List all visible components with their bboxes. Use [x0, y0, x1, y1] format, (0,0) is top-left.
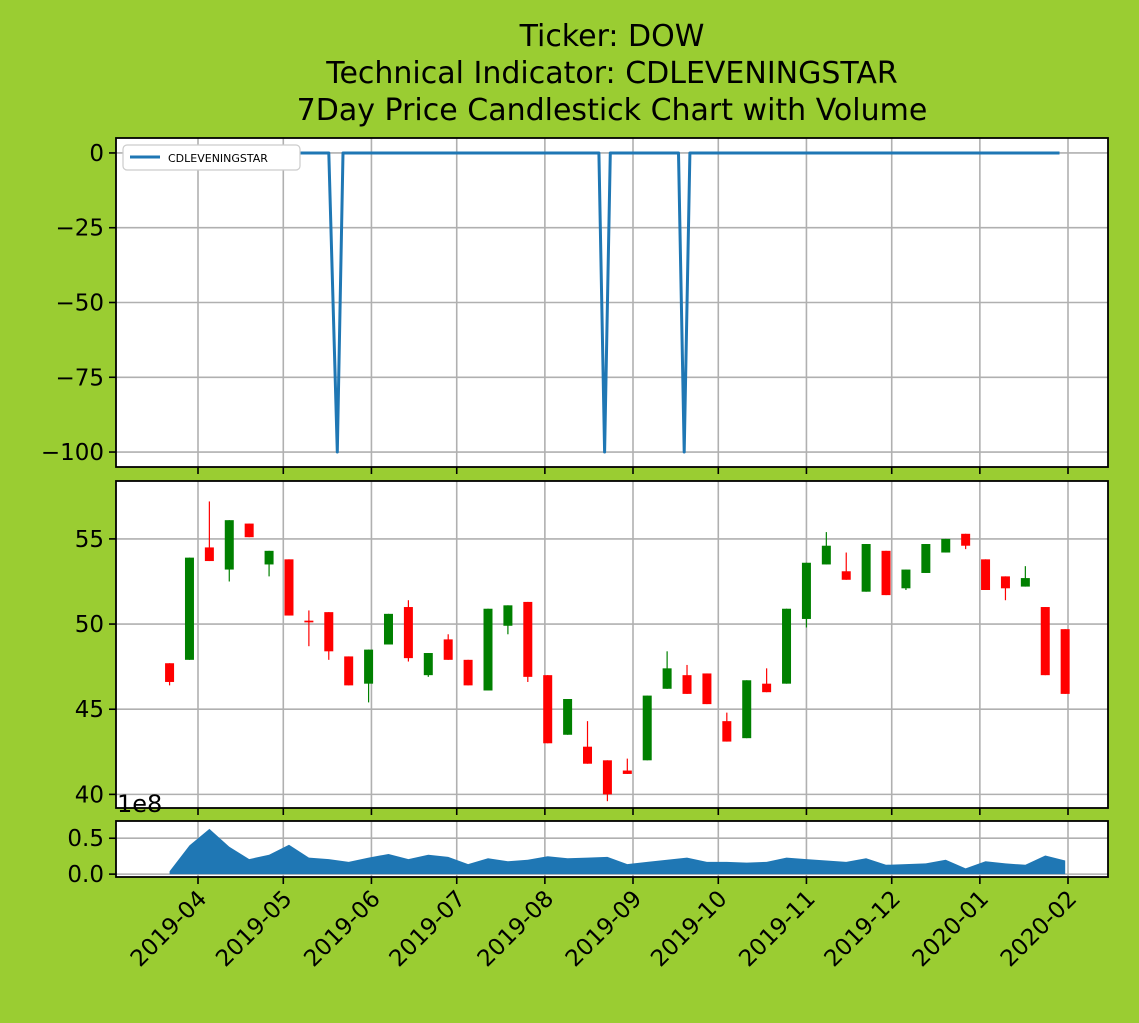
candle-body	[463, 659, 473, 686]
y-tick-label: 50	[75, 612, 104, 638]
candle-body	[981, 559, 991, 590]
plot-border	[115, 137, 1109, 468]
y-tick-label: 55	[75, 527, 104, 553]
candle-body	[483, 608, 493, 691]
candle-body	[244, 523, 254, 538]
plot-area	[116, 481, 1108, 808]
candle-body	[821, 545, 831, 565]
y-tick-label: −50	[55, 291, 104, 317]
plot-border	[115, 820, 1109, 878]
candle-body	[782, 608, 792, 684]
candle-body	[543, 675, 553, 744]
candle-body	[224, 520, 234, 570]
legend-box	[122, 144, 301, 171]
candle-body	[403, 607, 413, 659]
legend-label: CDLEVENINGSTAR	[168, 152, 268, 165]
candle-body	[921, 544, 931, 573]
candle-body	[662, 668, 672, 689]
volume-panel: 0.00.5	[67, 820, 1109, 888]
candle-body	[563, 699, 573, 735]
candle-body	[702, 673, 712, 705]
title-line-1: Ticker: DOW	[519, 19, 705, 54]
candle-body	[344, 656, 354, 686]
y-tick-label: 0.0	[67, 862, 104, 888]
candle-body	[503, 605, 513, 626]
title-line-2: Technical Indicator: CDLEVENINGSTAR	[325, 56, 898, 91]
y-tick-label: 0.5	[67, 826, 104, 852]
candle-body	[941, 538, 951, 553]
candle-body	[383, 613, 393, 645]
y-tick-label: −75	[55, 365, 104, 391]
candle-body	[602, 760, 612, 795]
candle-body	[284, 559, 294, 616]
candle-body	[961, 533, 971, 546]
indicator-line	[163, 151, 1060, 454]
candle-body	[722, 721, 732, 742]
candle-body	[861, 544, 871, 592]
y-tick-label: −25	[55, 216, 104, 242]
y-tick-label: −100	[41, 440, 104, 466]
candle-body	[801, 562, 811, 619]
candle-body	[204, 547, 214, 562]
candle-body	[1040, 607, 1050, 676]
candle-body	[304, 620, 314, 623]
y-tick-label: 40	[75, 782, 104, 808]
candle-body	[443, 639, 453, 660]
candle-body	[583, 746, 593, 764]
candle-body	[1060, 629, 1070, 694]
candle-body	[682, 675, 692, 694]
candle-body	[523, 601, 533, 677]
candle-body	[642, 695, 652, 761]
candle-body	[324, 612, 334, 652]
candle-body	[1000, 576, 1010, 589]
candle-body	[841, 571, 851, 580]
candle-body	[881, 550, 891, 596]
candle-body	[165, 663, 175, 682]
candle-body	[1020, 578, 1030, 587]
candle-body	[901, 569, 911, 589]
y-tick-label: 0	[89, 141, 104, 167]
indicator-panel: 0 −25 −50 −75 −100 CDLEVENINGSTAR	[41, 137, 1109, 474]
candle-body	[622, 770, 632, 774]
candle-body	[264, 550, 274, 565]
candle-body	[762, 683, 772, 693]
volume-scale-label: 1e8	[117, 790, 162, 818]
candle-body	[364, 649, 374, 684]
candle-body	[742, 680, 752, 739]
candle-body	[184, 557, 194, 660]
candle-body	[423, 653, 433, 676]
price-panel: 40 45 50 55	[75, 480, 1109, 815]
title-line-3: 7Day Price Candlestick Chart with Volume	[297, 93, 928, 128]
plot-border	[115, 480, 1109, 809]
y-tick-label: 45	[75, 697, 104, 723]
volume-area	[169, 828, 1066, 875]
